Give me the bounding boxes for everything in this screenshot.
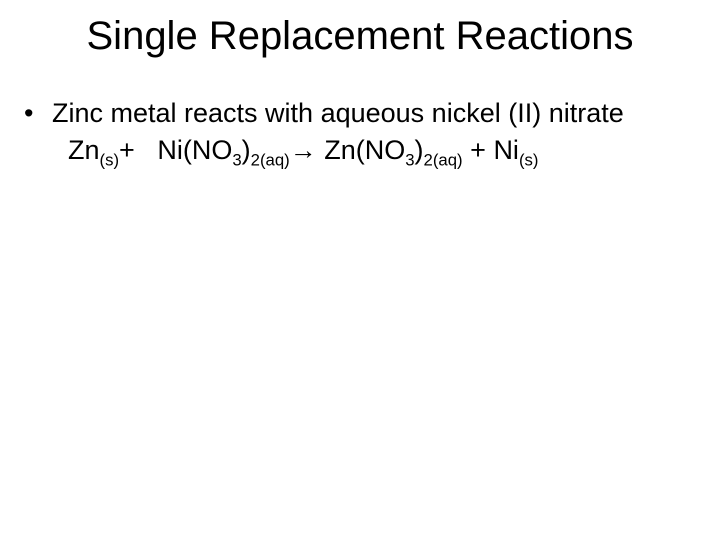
product-1: Zn(NO3)2(aq) [324, 135, 462, 165]
slide-title: Single Replacement Reactions [0, 14, 720, 59]
formula-text: Ni [493, 135, 519, 165]
slide-body: • Zinc metal reacts with aqueous nickel … [20, 96, 712, 168]
formula-text: Zn [68, 135, 100, 165]
reaction-arrow-icon: → [290, 135, 317, 165]
bullet-text: Zinc metal reacts with aqueous nickel (I… [52, 96, 712, 131]
formula-text: Zn(NO [324, 135, 405, 165]
subscript: 3 [232, 150, 241, 169]
reactant-1: Zn(s) [68, 135, 119, 165]
formula-text: Ni(NO [157, 135, 232, 165]
state-subscript: 2(aq) [424, 150, 463, 169]
plus-sign: + [119, 135, 135, 165]
bullet-marker: • [20, 96, 52, 131]
state-subscript: (s) [100, 150, 120, 169]
slide: Single Replacement Reactions • Zinc meta… [0, 0, 720, 540]
state-subscript: 2(aq) [251, 150, 290, 169]
bullet-item: • Zinc metal reacts with aqueous nickel … [20, 96, 712, 131]
reactant-2: Ni(NO3)2(aq) [157, 135, 289, 165]
product-2: Ni(s) [493, 135, 538, 165]
subscript: 3 [405, 150, 414, 169]
state-subscript: (s) [519, 150, 539, 169]
plus-sign: + [470, 135, 486, 165]
formula-text: ) [415, 135, 424, 165]
chemical-equation: Zn(s)+ Ni(NO3)2(aq)→ Zn(NO3)2(aq) + Ni(s… [20, 133, 712, 168]
formula-text: ) [242, 135, 251, 165]
